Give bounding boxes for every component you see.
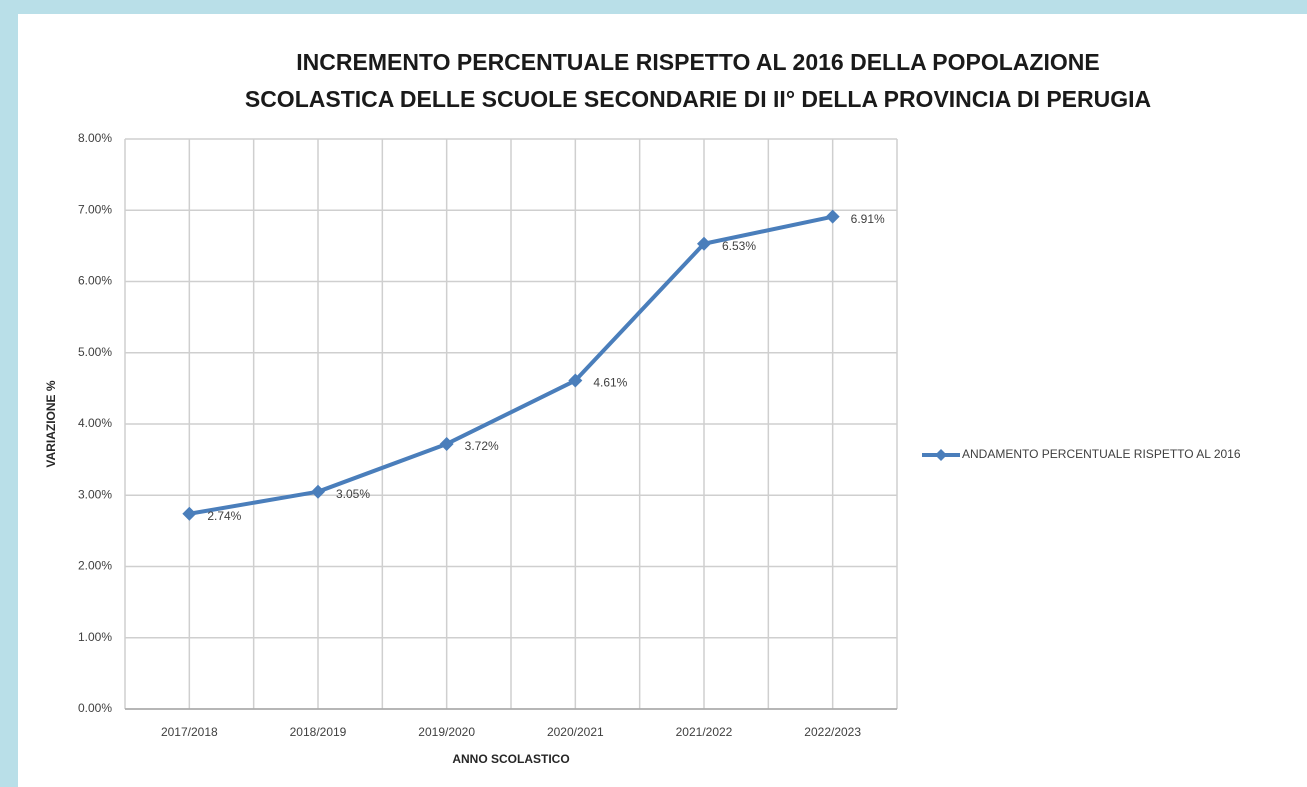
marker — [182, 506, 197, 521]
y-tick-label: 4.00% — [78, 416, 112, 430]
chart-title: INCREMENTO PERCENTUALE RISPETTO AL 2016 … — [296, 49, 1099, 75]
x-tick-label: 2017/2018 — [161, 725, 218, 739]
data-label: 6.91% — [851, 212, 885, 226]
marker — [568, 373, 583, 388]
marker — [825, 209, 840, 224]
y-tick-label: 7.00% — [78, 202, 112, 216]
x-tick-label: 2020/2021 — [547, 725, 604, 739]
line-series — [188, 214, 834, 516]
marker — [697, 236, 711, 251]
y-tick-label: 6.00% — [78, 274, 112, 288]
data-label: 3.05% — [336, 487, 370, 501]
y-tick-label: 2.00% — [78, 559, 112, 573]
data-label: 2.74% — [207, 509, 241, 523]
x-tick-label: 2021/2022 — [676, 725, 733, 739]
y-tick-label: 5.00% — [78, 345, 112, 359]
marker — [311, 484, 325, 499]
marker — [439, 436, 454, 451]
y-tick-label: 3.00% — [78, 487, 112, 501]
y-tick-label: 8.00% — [78, 131, 112, 145]
legend-marker — [935, 449, 947, 461]
legend-label: ANDAMENTO PERCENTUALE RISPETTO AL 2016 — [962, 447, 1241, 461]
x-tick-label: 2022/2023 — [804, 725, 861, 739]
x-tick-label: 2019/2020 — [418, 725, 475, 739]
y-tick-label: 0.00% — [78, 701, 112, 715]
data-label: 6.53% — [722, 239, 756, 253]
x-axis-title: ANNO SCOLASTICO — [452, 752, 569, 766]
data-label: 3.72% — [465, 439, 499, 453]
chart-background — [18, 14, 1307, 787]
chart-title: SCOLASTICA DELLE SCUOLE SECONDARIE DI II… — [245, 86, 1151, 112]
x-tick-label: 2018/2019 — [290, 725, 347, 739]
y-tick-label: 1.00% — [78, 630, 112, 644]
data-label: 4.61% — [593, 376, 627, 390]
y-axis-title: VARIAZIONE % — [44, 380, 58, 467]
